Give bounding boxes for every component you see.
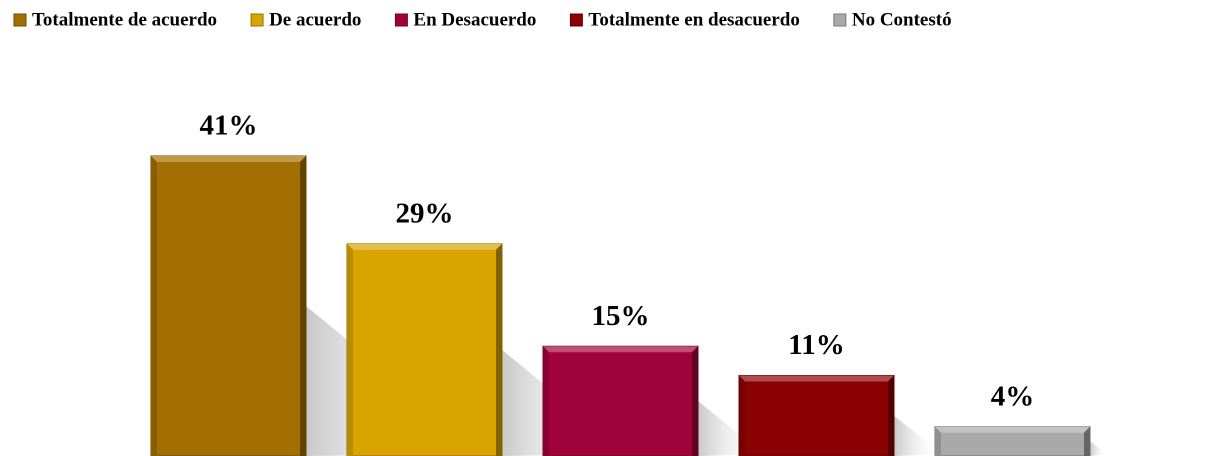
bar-bevel	[888, 375, 894, 456]
value-label: 29%	[396, 197, 454, 229]
legend-item: No Contestó	[833, 9, 952, 30]
bar-bevel	[347, 243, 353, 456]
legend-label: No Contestó	[852, 9, 952, 30]
legend-item: En Desacuerdo	[394, 9, 536, 30]
legend: Totalmente de acuerdo De acuerdo En Desacu…	[13, 9, 952, 30]
bar-bevel	[151, 156, 306, 162]
bar-bevel	[935, 426, 1090, 433]
legend-item: Totalmente de acuerdo	[13, 9, 217, 30]
legend-swatch	[250, 13, 264, 27]
legend-label: Totalmente en desacuerdo	[588, 9, 799, 30]
bar	[150, 155, 307, 456]
bar-bevel	[151, 156, 157, 456]
legend-swatch	[833, 13, 847, 27]
bar-bevel	[1084, 426, 1090, 456]
bar	[346, 243, 503, 456]
bar-bevel	[739, 375, 745, 456]
legend-item: De acuerdo	[250, 9, 361, 30]
value-label: 11%	[788, 329, 844, 361]
bar-group	[150, 155, 307, 456]
value-label: 4%	[991, 380, 1035, 412]
legend-label: En Desacuerdo	[413, 9, 536, 30]
bar-bevel	[543, 346, 698, 353]
bar-shadow	[894, 415, 943, 456]
bar-shadow	[1090, 441, 1108, 456]
bar-bevel	[543, 346, 549, 456]
bar-bevel	[692, 346, 698, 456]
legend-swatch	[13, 13, 27, 27]
bar-group	[542, 345, 699, 456]
bar-bevel	[739, 375, 894, 382]
legend-label: Totalmente de acuerdo	[32, 9, 217, 30]
bar-group	[934, 426, 1091, 456]
bar-group	[346, 243, 503, 456]
value-label: 15%	[592, 300, 650, 332]
bar-bevel	[347, 243, 502, 250]
legend-item: Totalmente en desacuerdo	[569, 9, 800, 30]
bar	[738, 375, 895, 456]
bar-bevel	[935, 426, 941, 456]
legend-label: De acuerdo	[269, 9, 361, 30]
bar-group	[738, 375, 895, 456]
bar	[542, 345, 699, 456]
bar-bevel	[496, 243, 502, 456]
value-label: 41%	[200, 110, 258, 142]
legend-swatch	[394, 13, 408, 27]
legend-swatch	[569, 13, 583, 27]
bar-bevel	[300, 156, 306, 456]
